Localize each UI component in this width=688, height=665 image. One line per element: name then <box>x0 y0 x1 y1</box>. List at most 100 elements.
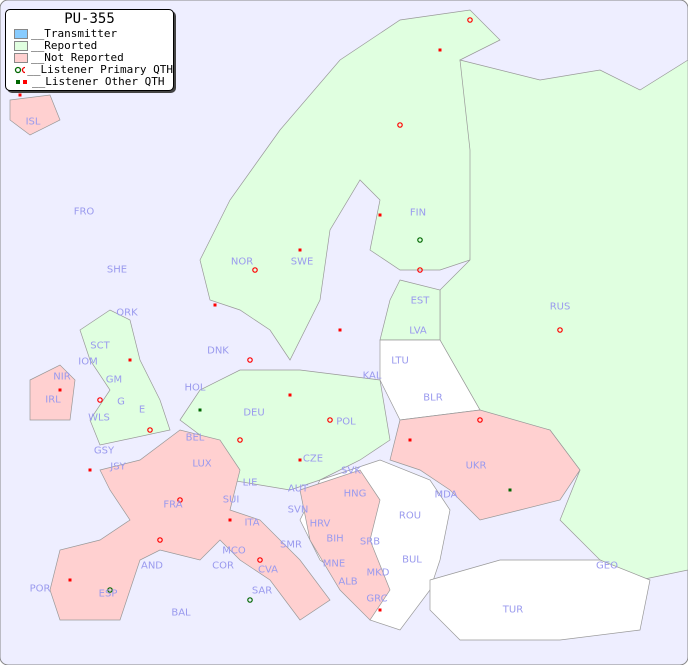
country-label: LVA <box>409 325 427 337</box>
country-label: NOR <box>230 256 254 268</box>
country-label: NIR <box>53 371 71 383</box>
country-label: BIH <box>326 533 344 545</box>
listener-primary-qth <box>157 537 163 543</box>
country-label: CVA <box>257 564 279 576</box>
country-label: SMR <box>280 539 302 551</box>
country-label: BEL <box>185 432 205 444</box>
listener-other-qth <box>378 213 382 217</box>
region-russia <box>439 59 688 581</box>
legend-reported: __Reported <box>6 40 173 52</box>
legend: PU-355 __Transmitter __Reported __Not Re… <box>5 9 174 91</box>
listener-primary-qth <box>417 267 423 273</box>
country-label: SUI <box>222 494 240 506</box>
listener-other-qth <box>88 468 92 472</box>
country-label: GEO <box>596 560 618 572</box>
listener-primary-qth <box>557 327 563 333</box>
listener-primary-qth <box>107 587 113 593</box>
country-label: UKR <box>465 460 487 472</box>
country-label: SCT <box>90 340 110 352</box>
listener-primary-qth <box>467 17 473 23</box>
country-label: LUX <box>192 458 212 470</box>
legend-label: __Transmitter <box>31 27 118 40</box>
region-ukraine <box>389 409 581 521</box>
country-label: SHE <box>106 264 128 276</box>
country-label: ESP <box>98 588 118 600</box>
listener-other-qth <box>198 408 202 412</box>
listener-primary-qth <box>177 497 183 503</box>
country-label: BAL <box>171 607 191 619</box>
region-scandinavia <box>199 9 501 361</box>
country-label: BUL <box>402 554 422 566</box>
country-label: FRA <box>163 499 183 511</box>
listener-other-qth <box>508 488 512 492</box>
legend-not-reported: __Not Reported <box>6 52 173 64</box>
country-label: CZE <box>302 453 324 465</box>
listener-other-qth <box>338 328 342 332</box>
country-label: POL <box>336 416 356 428</box>
country-label: AUT <box>287 483 309 495</box>
country-label: ISL <box>25 116 41 128</box>
country-label: GM <box>105 374 123 386</box>
country-label: DNK <box>207 345 229 357</box>
legend-other-qth: __Listener Other QTH <box>6 76 173 88</box>
listener-other-qth <box>213 303 217 307</box>
map-title: PU-355 <box>64 11 115 27</box>
country-label: MNE <box>322 558 346 570</box>
country-label: GSY <box>93 445 115 457</box>
listener-primary-qth <box>477 417 483 423</box>
legend-primary-qth: __Listener Primary QTH <box>6 64 173 76</box>
country-label: ALB <box>338 576 358 588</box>
swatch <box>14 53 28 63</box>
listener-other-qth <box>68 578 72 582</box>
country-label: ORK <box>116 307 138 319</box>
region-uk <box>79 309 171 446</box>
listener-other-qth <box>298 248 302 252</box>
country-label: SRB <box>359 536 381 548</box>
country-label: SAR <box>251 585 273 597</box>
listener-primary-qth <box>247 597 253 603</box>
country-label: MKD <box>366 567 390 579</box>
listener-other-qth <box>228 518 232 522</box>
country-label: BLR <box>423 392 443 404</box>
listener-other-qth <box>298 458 302 462</box>
country-label: AND <box>140 560 164 572</box>
listener-primary-qth <box>257 557 263 563</box>
country-label: KAL <box>362 370 382 382</box>
region-iceland <box>9 94 61 136</box>
listener-other-qth <box>438 48 442 52</box>
country-label: G <box>117 396 125 408</box>
filled-square-icon <box>16 80 27 84</box>
listener-primary-qth <box>397 122 403 128</box>
swatch <box>14 41 28 51</box>
region-turkey <box>429 559 651 641</box>
listener-other-qth <box>128 358 132 362</box>
country-label: POR <box>29 583 51 595</box>
country-label: ROU <box>398 510 422 522</box>
country-label: MDA <box>434 489 458 501</box>
country-label: SVN <box>287 504 309 516</box>
country-label: EST <box>410 295 430 307</box>
country-label: HNG <box>343 488 367 500</box>
listener-primary-qth <box>97 397 103 403</box>
region-ireland <box>29 364 76 421</box>
region-hungary-balkans-west <box>299 469 391 621</box>
country-label: DEU <box>243 407 265 419</box>
listener-primary-qth <box>327 417 333 423</box>
country-label: MCO <box>222 545 246 557</box>
swatch <box>14 29 28 39</box>
listener-other-qth <box>288 393 292 397</box>
country-label: JSY <box>110 461 126 473</box>
legend-label: __Listener Primary QTH <box>27 63 173 76</box>
country-label: RUS <box>549 301 571 313</box>
country-label: IOM <box>78 356 98 368</box>
country-label: TUR <box>502 604 524 616</box>
legend-transmitter: __Transmitter <box>6 28 173 40</box>
country-label: FRO <box>73 206 95 218</box>
country-label: ITA <box>244 517 260 529</box>
listener-primary-qth <box>247 357 253 363</box>
country-label: LTU <box>391 355 409 367</box>
country-label: HRV <box>309 518 331 530</box>
country-label: IRL <box>45 394 61 406</box>
legend-label: __Not Reported <box>31 51 124 64</box>
